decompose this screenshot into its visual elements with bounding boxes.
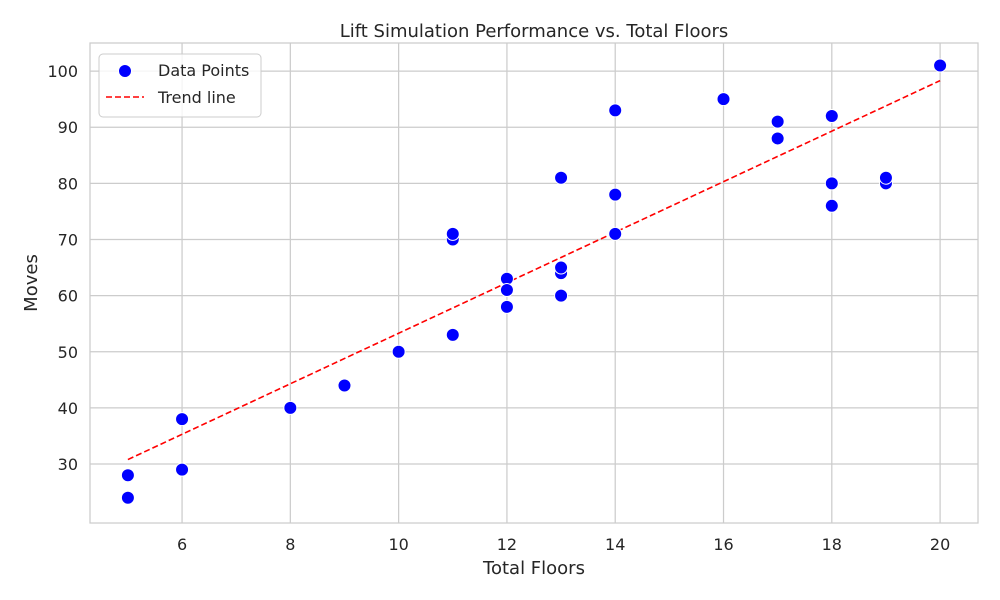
- x-tick-label: 16: [713, 535, 733, 554]
- data-point: [499, 283, 514, 298]
- data-point: [770, 114, 785, 129]
- data-point: [120, 490, 135, 505]
- data-point: [824, 108, 839, 123]
- data-point: [878, 170, 893, 185]
- y-tick-label: 30: [58, 455, 78, 474]
- y-tick-label: 80: [58, 174, 78, 193]
- legend: Data Points Trend line: [98, 53, 262, 118]
- data-point: [120, 468, 135, 483]
- y-tick-label: 90: [58, 118, 78, 137]
- y-tick-label: 40: [58, 399, 78, 418]
- y-tick-label: 100: [47, 62, 78, 81]
- data-point: [554, 170, 569, 185]
- data-point: [824, 198, 839, 213]
- y-tick-labels: 30 40 50 60 70 80 90 100: [47, 62, 78, 474]
- plot-background: [90, 43, 978, 523]
- data-points-layer: [120, 58, 948, 505]
- data-point: [337, 378, 352, 393]
- data-point: [499, 299, 514, 314]
- legend-label-data-points: Data Points: [158, 61, 249, 80]
- y-tick-label: 60: [58, 287, 78, 306]
- x-tick-label: 18: [822, 535, 842, 554]
- y-tick-label: 70: [58, 230, 78, 249]
- chart-title: Lift Simulation Performance vs. Total Fl…: [340, 21, 729, 42]
- data-point: [608, 187, 623, 202]
- data-point: [608, 103, 623, 118]
- data-point: [554, 288, 569, 303]
- data-point: [770, 131, 785, 146]
- data-point: [824, 176, 839, 191]
- x-tick-label: 8: [285, 535, 295, 554]
- x-tick-labels: 6 8 10 12 14 16 18 20: [177, 535, 950, 554]
- x-tick-label: 12: [497, 535, 517, 554]
- x-tick-label: 20: [930, 535, 950, 554]
- data-point: [445, 226, 460, 241]
- legend-frame: [98, 53, 262, 118]
- data-point: [175, 462, 190, 477]
- grid: [90, 43, 978, 523]
- data-point: [391, 344, 406, 359]
- y-tick-label: 50: [58, 343, 78, 362]
- x-tick-label: 14: [605, 535, 625, 554]
- trend-line-layer: [127, 79, 941, 461]
- data-point: [283, 400, 298, 415]
- data-point: [716, 92, 731, 107]
- legend-marker-data-points: [118, 64, 132, 78]
- data-point: [554, 260, 569, 275]
- x-axis-label: Total Floors: [482, 558, 585, 579]
- data-point: [608, 226, 623, 241]
- x-tick-label: 10: [388, 535, 408, 554]
- x-tick-label: 6: [177, 535, 187, 554]
- y-axis-label: Moves: [21, 254, 42, 312]
- data-point: [445, 327, 460, 342]
- legend-label-trend-line: Trend line: [157, 88, 236, 107]
- plot-frame: [89, 42, 979, 524]
- data-point: [175, 412, 190, 427]
- data-point: [933, 58, 948, 73]
- trend-line: [127, 79, 941, 461]
